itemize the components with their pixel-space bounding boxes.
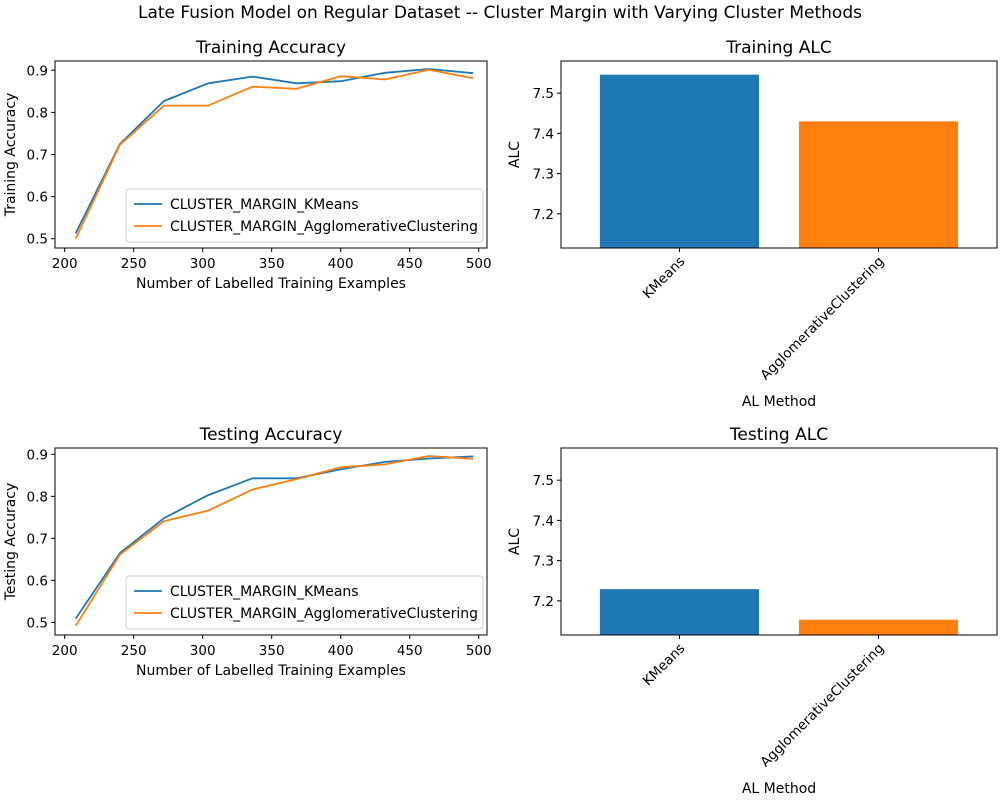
legend-label: CLUSTER_MARGIN_KMeans (170, 584, 359, 600)
y-tick-label: 0.7 (27, 531, 48, 547)
y-tick-label: 7.5 (533, 473, 554, 489)
x-tick-label: AgglomerativeClustering (757, 254, 887, 384)
x-tick-label: 450 (397, 643, 423, 659)
axes-frame (560, 60, 998, 249)
y-tick-label: 0.8 (27, 489, 48, 505)
y-axis-label: ALC (507, 528, 523, 555)
y-tick-label: 7.4 (533, 126, 554, 142)
subplot-train-acc: Training Accuracy 0.5 0.6 0.7 0.8 0.9 Training… (3, 38, 492, 292)
x-tick-label: 250 (121, 256, 147, 272)
y-tick-label: 7.3 (533, 167, 554, 183)
bar-kmeans (599, 589, 760, 635)
legend-box (125, 575, 484, 630)
chart-title: Testing ALC (729, 425, 828, 445)
subplot-train-alc: Training ALC 7.2 7.3 7.4 7.5 ALC KMeans Agglome… (507, 38, 998, 410)
axes-frame (54, 447, 488, 636)
x-axis-label: Number of Labelled Training Examples (136, 276, 406, 292)
y-axis-label: ALC (507, 141, 523, 168)
x-axis-label: Number of Labelled Training Examples (136, 663, 406, 679)
y-tick-label: 0.5 (27, 615, 48, 631)
figure-suptitle: Late Fusion Model on Regular Dataset -- … (138, 3, 862, 23)
x-tick-label: 350 (259, 256, 285, 272)
x-axis-label: AL Method (742, 781, 816, 797)
bar-kmeans (599, 74, 760, 248)
y-tick-label: 0.5 (27, 232, 48, 248)
y-tick-label: 0.9 (27, 447, 48, 463)
chart-title: Training Accuracy (195, 38, 346, 58)
series-line-agglomerative (74, 68, 474, 240)
bar-agglomerativeclustering (798, 619, 959, 635)
x-tick-label: 350 (259, 643, 285, 659)
legend-label: CLUSTER_MARGIN_AgglomerativeClustering (170, 219, 478, 235)
x-tick-label: AgglomerativeClustering (757, 641, 887, 771)
legend-box (125, 188, 484, 243)
series-line-kmeans (74, 68, 474, 234)
chart-title: Testing Accuracy (199, 425, 343, 445)
y-tick-label: 7.2 (533, 207, 554, 223)
x-tick-label: 500 (466, 256, 492, 272)
x-tick-label: 400 (328, 643, 354, 659)
y-axis-label: Training Accuracy (3, 93, 19, 218)
x-axis-label: AL Method (742, 394, 816, 410)
y-tick-label: 0.6 (27, 190, 48, 206)
series-line-agglomerative (74, 455, 474, 627)
y-tick-label: 7.2 (533, 594, 554, 610)
y-tick-label: 0.9 (27, 63, 48, 79)
y-tick-label: 7.3 (533, 554, 554, 570)
x-tick-label: 200 (52, 643, 78, 659)
axes-frame (560, 447, 998, 636)
bar-agglomerativeclustering (798, 121, 959, 248)
x-tick-label: 300 (190, 256, 216, 272)
y-tick-label: 7.4 (533, 513, 554, 529)
y-tick-label: 0.7 (27, 148, 48, 164)
legend-label: CLUSTER_MARGIN_KMeans (170, 197, 359, 213)
x-tick-label: 500 (466, 643, 492, 659)
legend: CLUSTER_MARGIN_KMeans CLUSTER_MARGIN_Aggl… (125, 575, 484, 630)
y-tick-label: 0.8 (27, 105, 48, 121)
legend-label: CLUSTER_MARGIN_AgglomerativeClustering (170, 606, 478, 622)
legend: CLUSTER_MARGIN_KMeans CLUSTER_MARGIN_Aggl… (125, 188, 484, 243)
x-tick-label: 200 (52, 256, 78, 272)
x-tick-label: 250 (121, 643, 147, 659)
subplot-test-alc: Testing ALC 7.2 7.3 7.4 7.5 ALC KMeans Agglomer… (507, 425, 998, 797)
x-tick-label: 450 (397, 256, 423, 272)
y-axis-label: Testing Accuracy (3, 483, 19, 602)
chart-title: Training ALC (725, 38, 831, 58)
x-tick-label: 400 (328, 256, 354, 272)
y-tick-label: 7.5 (533, 86, 554, 102)
x-tick-label: KMeans (640, 254, 689, 303)
y-tick-label: 0.6 (27, 573, 48, 589)
subplots: Training Accuracy 0.5 0.6 0.7 0.8 0.9 Training… (3, 38, 998, 797)
subplot-test-acc: Testing Accuracy 0.5 0.6 0.7 0.8 0.9 Testing A… (3, 425, 492, 679)
x-tick-label: 300 (190, 643, 216, 659)
axes-frame (54, 60, 488, 249)
x-tick-label: KMeans (640, 641, 689, 690)
